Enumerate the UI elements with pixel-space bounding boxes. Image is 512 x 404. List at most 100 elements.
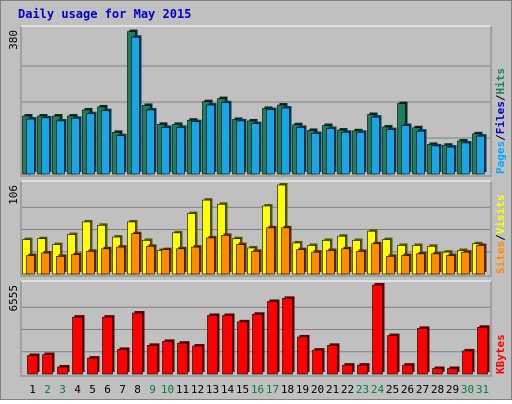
bar-files-day-15 — [236, 118, 247, 175]
bar-kbytes-day-9 — [147, 343, 160, 375]
bar-sites-day-7 — [116, 245, 127, 275]
x-tick-label-day-11: 11 — [176, 383, 189, 396]
bar-files-day-8 — [131, 35, 142, 175]
bar-sites-day-12 — [191, 245, 202, 275]
series-files — [26, 35, 487, 175]
x-tick-label-day-12: 12 — [191, 383, 204, 396]
bar-sites-day-27 — [416, 251, 427, 275]
bar-kbytes-day-26 — [402, 363, 415, 375]
x-axis-day-labels: 1 2 3 4 5 6 7 8 9 10 11 12 13 14 15 16 17 18 19 20 21 22 23 24 2… — [29, 383, 489, 396]
x-tick-label-day-16: 16 — [251, 383, 264, 396]
bar-sites-day-21 — [326, 248, 337, 275]
bar-sites-day-16 — [251, 249, 262, 275]
bar-kbytes-day-2 — [42, 352, 55, 375]
series-sites — [26, 225, 487, 275]
panel-scale-label: 106 — [7, 185, 20, 205]
x-tick-label-day-23: 23 — [356, 383, 369, 396]
x-tick-label-day-15: 15 — [236, 383, 249, 396]
bar-files-day-1 — [26, 117, 37, 175]
panel-scale-label: 380 — [7, 30, 20, 50]
bar-kbytes-day-4 — [72, 315, 85, 375]
bar-kbytes-day-15 — [237, 319, 250, 375]
bar-files-day-16 — [251, 121, 262, 175]
chart-title: Daily usage for May 2015 — [18, 7, 191, 21]
bar-files-day-27 — [416, 129, 427, 175]
bar-kbytes-day-7 — [117, 347, 130, 375]
bar-kbytes-day-12 — [192, 344, 205, 375]
bar-files-day-22 — [341, 130, 352, 175]
bar-sites-day-5 — [86, 249, 97, 275]
x-tick-label-day-9: 9 — [149, 383, 156, 396]
bar-sites-day-20 — [311, 250, 322, 275]
bar-sites-day-24 — [371, 241, 382, 275]
bar-files-day-19 — [296, 125, 307, 175]
bar-files-day-6 — [101, 108, 112, 175]
bar-sites-day-28 — [431, 251, 442, 275]
x-tick-label-day-31: 31 — [476, 383, 489, 396]
bar-kbytes-day-8 — [132, 311, 145, 375]
bar-files-day-2 — [41, 115, 52, 175]
chart-panels: 380Pages/Files/Hits106Sites/Visits6555KB… — [7, 25, 507, 377]
bar-files-day-7 — [116, 133, 127, 175]
bar-sites-day-8 — [131, 231, 142, 275]
panel-legend: KBytes — [494, 334, 507, 374]
bar-kbytes-day-20 — [312, 348, 325, 375]
bar-kbytes-day-21 — [327, 343, 340, 375]
bar-sites-day-3 — [56, 254, 67, 275]
bar-sites-day-18 — [281, 225, 292, 275]
x-tick-label-day-3: 3 — [59, 383, 66, 396]
panel-scale-label: 6555 — [7, 285, 20, 312]
bar-files-day-11 — [176, 125, 187, 175]
panel-legend: Sites/Visits — [494, 195, 507, 275]
x-tick-label-day-24: 24 — [371, 383, 385, 396]
bar-sites-day-26 — [401, 253, 412, 275]
bar-files-day-18 — [281, 106, 292, 175]
bar-sites-day-6 — [101, 246, 112, 275]
bar-files-day-24 — [371, 115, 382, 175]
x-tick-label-day-14: 14 — [221, 383, 235, 396]
x-tick-label-day-29: 29 — [446, 383, 459, 396]
bar-files-day-25 — [386, 127, 397, 175]
x-tick-label-day-6: 6 — [104, 383, 111, 396]
bar-sites-day-22 — [341, 246, 352, 275]
x-tick-label-day-13: 13 — [206, 383, 219, 396]
bar-files-day-5 — [86, 111, 97, 175]
bar-files-day-31 — [476, 134, 487, 175]
x-tick-label-day-27: 27 — [416, 383, 429, 396]
bar-kbytes-day-19 — [297, 334, 310, 375]
bar-files-day-13 — [206, 103, 217, 175]
bar-files-day-30 — [461, 140, 472, 175]
bar-sites-day-29 — [446, 253, 457, 275]
bar-files-day-20 — [311, 131, 322, 175]
bar-kbytes-day-25 — [387, 333, 400, 375]
bar-files-day-10 — [161, 125, 172, 175]
legend-entry-3: / — [494, 94, 507, 101]
legend-entry-4: Hits — [494, 68, 507, 95]
bar-kbytes-day-28 — [432, 366, 445, 375]
legend-entry-2: Files — [494, 101, 507, 134]
bar-sites-day-1 — [26, 253, 37, 275]
bar-sites-day-30 — [461, 250, 472, 275]
x-tick-label-day-17: 17 — [266, 383, 279, 396]
legend-entry-1: / — [494, 234, 507, 241]
bar-kbytes-day-1 — [27, 353, 40, 375]
bar-files-day-9 — [146, 107, 157, 175]
x-tick-label-day-25: 25 — [386, 383, 399, 396]
bar-sites-day-13 — [206, 235, 217, 275]
legend-entry-0: Sites — [494, 241, 507, 274]
legend-entry-1: / — [494, 134, 507, 141]
bar-kbytes-day-16 — [252, 312, 265, 375]
x-tick-label-day-5: 5 — [89, 383, 96, 396]
bar-sites-day-25 — [386, 254, 397, 275]
x-tick-label-day-1: 1 — [29, 383, 36, 396]
bar-sites-day-15 — [236, 242, 247, 275]
bar-files-day-12 — [191, 119, 202, 175]
bar-kbytes-day-29 — [447, 366, 460, 375]
legend-entry-0: Pages — [494, 141, 507, 174]
x-tick-label-day-7: 7 — [119, 383, 126, 396]
bar-sites-day-10 — [161, 247, 172, 275]
panel-3: 6555 KBytes — [7, 280, 507, 377]
bar-kbytes-day-22 — [342, 363, 355, 375]
x-tick-label-day-4: 4 — [74, 383, 81, 396]
bar-sites-day-9 — [146, 244, 157, 275]
